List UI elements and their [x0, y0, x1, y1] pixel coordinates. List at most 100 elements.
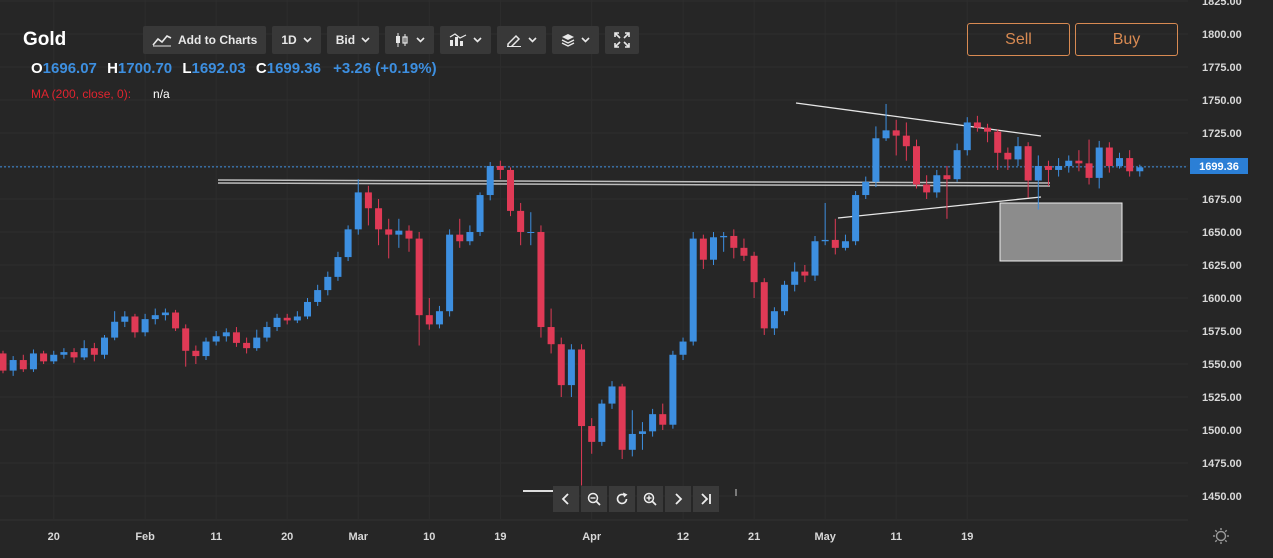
highlight-box[interactable] [999, 202, 1123, 262]
candle [841, 234, 849, 251]
open-label: O [31, 60, 43, 77]
candle [710, 232, 717, 265]
layers-icon [561, 34, 575, 47]
layers-dropdown[interactable] [552, 26, 600, 54]
candle [557, 337, 565, 397]
low-label: L [182, 60, 192, 77]
candle [466, 225, 474, 246]
candle [984, 123, 992, 143]
candle [1034, 155, 1042, 210]
candle [111, 311, 119, 341]
candle [273, 313, 281, 331]
candle [923, 175, 931, 199]
trendline-drawings[interactable] [217, 102, 1123, 496]
support-line-lower[interactable] [217, 182, 1051, 187]
settings-icon[interactable] [1213, 528, 1229, 544]
candle [1085, 139, 1093, 185]
drawing-tools-dropdown[interactable] [497, 26, 547, 54]
candle [435, 305, 443, 329]
candle [638, 422, 646, 450]
candle [314, 284, 322, 306]
candle [29, 349, 37, 372]
candle [750, 251, 758, 298]
candle [507, 167, 514, 217]
time-axis: 20 Feb 11 20 Mar 10 19 Apr 12 21 May 11 19 [48, 531, 974, 543]
triangle-top-line[interactable] [795, 102, 1042, 137]
price-axis: 1825.001800.001775.001750.001725.001700.… [1188, 0, 1273, 558]
candle [760, 278, 768, 335]
candle [375, 199, 383, 246]
x-tick-label: Feb [135, 531, 155, 543]
indicator-legend[interactable]: MA (200, close, 0): n/a [31, 87, 170, 101]
high-label: H [107, 60, 118, 77]
current-price-tag: 1699.36 [1190, 158, 1248, 174]
candle [243, 337, 251, 354]
close-label: C [255, 60, 267, 77]
x-tick-label: 10 [423, 531, 435, 543]
candle [0, 350, 7, 374]
buy-button[interactable]: Buy [1075, 23, 1178, 56]
chevron-left-icon [561, 493, 569, 505]
x-tick-label: Mar [348, 531, 368, 543]
candle [101, 334, 108, 359]
candle [791, 262, 799, 292]
candle [161, 308, 169, 321]
chart-type-dropdown[interactable] [385, 26, 435, 54]
candle [446, 229, 454, 317]
candle [973, 115, 981, 132]
candle [131, 313, 139, 338]
close-value: 1699.36 [266, 60, 321, 77]
candle [405, 225, 413, 252]
scroll-right-button[interactable] [665, 486, 691, 512]
indicators-dropdown[interactable] [440, 26, 492, 54]
y-tick-label: 1725.00 [1202, 128, 1242, 140]
price-type-dropdown[interactable]: Bid [326, 26, 380, 54]
candle [90, 342, 98, 362]
high-value: 1700.70 [117, 60, 173, 77]
candle [283, 313, 291, 325]
x-tick-label: 19 [494, 531, 506, 543]
chart-line-icon [152, 35, 172, 47]
scroll-left-button[interactable] [553, 486, 579, 512]
current-price-label: 1699.36 [1199, 161, 1239, 173]
candle [354, 179, 362, 235]
chart-toolbar: Add to Charts 1D Bid [143, 26, 640, 54]
x-tick-label: 19 [961, 531, 973, 543]
y-tick-label: 1550.00 [1202, 359, 1242, 371]
candle [80, 340, 88, 361]
add-to-charts-button[interactable]: Add to Charts [143, 26, 267, 54]
candle [730, 229, 738, 259]
timeframe-dropdown[interactable]: 1D [272, 26, 321, 54]
zoom-in-button[interactable] [637, 486, 663, 512]
support-line-upper[interactable] [217, 179, 1051, 184]
candle [659, 403, 667, 430]
candle [334, 251, 342, 281]
candle [60, 348, 68, 359]
scroll-to-end-button[interactable] [693, 486, 719, 512]
zoom-out-icon [587, 492, 601, 506]
candle [547, 308, 555, 354]
candle [182, 324, 190, 367]
candle [669, 350, 677, 429]
triangle-bottom-line[interactable] [837, 196, 1042, 219]
candle [1004, 147, 1012, 170]
zoom-out-button[interactable] [581, 486, 607, 512]
candlestick-series [0, 103, 1144, 486]
y-tick-label: 1825.00 [1202, 0, 1242, 8]
chevron-down-icon [473, 37, 482, 43]
chevron-down-icon [416, 37, 425, 43]
candle [253, 329, 261, 351]
x-tick-label: 12 [677, 531, 689, 543]
chevron-down-icon [361, 37, 370, 43]
skip-to-end-icon [701, 493, 711, 505]
candle [953, 143, 961, 182]
sell-button[interactable]: Sell [967, 23, 1070, 56]
chart-navigation [553, 486, 719, 512]
candle [50, 350, 58, 364]
fullscreen-button[interactable] [605, 26, 640, 54]
candle [628, 410, 636, 457]
candle [496, 160, 504, 180]
reset-button[interactable] [609, 486, 635, 512]
candlestick-icon [396, 33, 408, 47]
